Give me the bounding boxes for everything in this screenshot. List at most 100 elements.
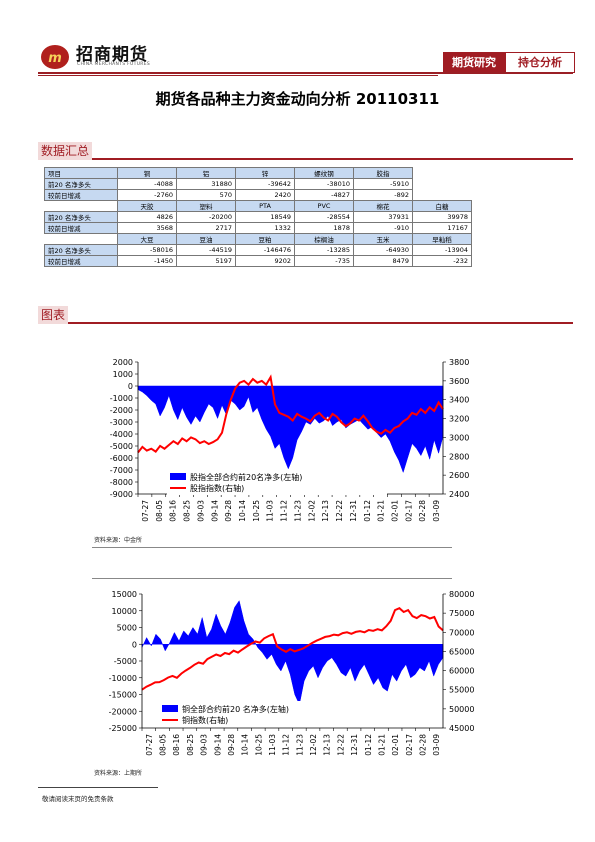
y2-tick-label: 2400 <box>449 490 469 499</box>
logo-icon: m <box>41 45 69 69</box>
y-tick-label: 0 <box>128 382 133 391</box>
legend-box <box>167 469 387 495</box>
x-tick-label: 01-12 <box>363 500 372 522</box>
y2-tick-label: 3200 <box>449 415 469 424</box>
series-area <box>141 600 444 706</box>
section-title: 数据汇总 <box>38 142 93 160</box>
x-tick-label: 12-31 <box>350 734 359 756</box>
row-label: 前20 名净多头 <box>44 178 118 190</box>
row-label: 前20 名净多头 <box>44 244 118 256</box>
table-cell: -64930 <box>353 244 413 256</box>
x-tick-label: 08-05 <box>155 500 164 522</box>
table-header-cell: 棉花 <box>353 200 413 212</box>
x-tick-label: 02-17 <box>405 734 414 756</box>
x-tick-label: 12-22 <box>336 734 345 756</box>
page-title: 期货各品种主力资金动向分析 20110311 <box>155 90 440 108</box>
table-cell: -20200 <box>176 211 236 223</box>
x-tick-label: 11-23 <box>293 500 302 522</box>
y-tick-label: -4000 <box>110 430 133 439</box>
table-cell: -38010 <box>294 178 354 190</box>
table-row: 较前日增减 -1450 5197 9202 -735 8479 -232 <box>44 255 472 267</box>
table-cell: -232 <box>412 255 472 267</box>
table-cell: -910 <box>353 222 413 234</box>
table-cell: -735 <box>294 255 354 267</box>
y-tick-label: -9000 <box>110 490 133 499</box>
table-header-cell: 早籼稻 <box>412 233 472 245</box>
table-cell: 4826 <box>117 211 177 223</box>
series-line <box>141 607 444 691</box>
summary-table: 项目铜铝锌螺纹钢 胶指 前20 名净多头 -4088 31880 -39642 -38010… <box>44 167 472 267</box>
legend-label: 铜指数(右轴) <box>182 715 228 725</box>
table-header-cell: 胶指 <box>353 167 413 179</box>
x-tick-label: 02-17 <box>404 500 413 522</box>
x-tick-label: 12-13 <box>321 500 330 522</box>
table-cell: 18549 <box>235 211 295 223</box>
table-cell: 5197 <box>176 255 236 267</box>
x-tick-label: 08-16 <box>169 500 178 522</box>
table-header-cell: 螺纹钢 <box>294 167 354 179</box>
y-tick-label: -1000 <box>110 394 133 403</box>
x-tick-label: 08-16 <box>172 734 181 756</box>
section-heading-charts: 图表 <box>38 304 573 324</box>
y2-tick-label: 80000 <box>449 590 474 599</box>
table-row: 前20 名净多头 4826 -20200 18549 -28554 37931 39978 <box>44 211 472 223</box>
y2-tick-label: 75000 <box>449 609 474 618</box>
x-tick-label: 02-01 <box>391 734 400 756</box>
table-header-cell: 大豆 <box>117 233 177 245</box>
table-row: 较前日增减 -2760 570 2420 -4827 -892 <box>44 189 472 201</box>
y2-tick-label: 3800 <box>449 358 469 367</box>
row-label: 前20 名净多头 <box>44 211 118 223</box>
table-header-cell: 铝 <box>176 167 236 179</box>
table-cell: -2760 <box>117 189 177 201</box>
x-tick-label: 12-13 <box>323 734 332 756</box>
x-tick-label: 10-14 <box>241 734 250 756</box>
tag-position-analysis: 持仓分析 <box>505 52 575 73</box>
y2-tick-label: 45000 <box>449 724 474 733</box>
x-tick-label: 12-31 <box>349 500 358 522</box>
table-cell: 2717 <box>176 222 236 234</box>
x-tick-label: 11-23 <box>295 734 304 756</box>
table-header-cell: 棕榈油 <box>294 233 354 245</box>
y2-tick-label: 65000 <box>449 647 474 656</box>
x-tick-label: 09-14 <box>210 500 219 522</box>
table-header-cell <box>45 201 118 212</box>
y-tick-label: 15000 <box>112 590 137 599</box>
section-title: 图表 <box>38 306 69 324</box>
y-tick-label: -8000 <box>110 478 133 487</box>
tag-futures-research: 期货研究 <box>443 52 505 73</box>
table-header-cell: 白糖 <box>412 200 472 212</box>
logo-subtext: CHINA MERCHANTS FUTURES <box>77 62 151 67</box>
y2-tick-label: 2600 <box>449 471 469 480</box>
row-label: 较前日增减 <box>44 222 118 234</box>
table-cell: -1450 <box>117 255 177 267</box>
table-header-cell: 锌 <box>235 167 295 179</box>
x-tick-label: 01-21 <box>377 734 386 756</box>
y2-tick-label: 60000 <box>449 667 474 676</box>
y2-tick-label: 70000 <box>449 628 474 637</box>
x-tick-label: 08-25 <box>186 734 195 756</box>
y-tick-label: -25000 <box>109 724 137 733</box>
table-cell: 3568 <box>117 222 177 234</box>
y2-tick-label: 2800 <box>449 452 469 461</box>
table-cell: -13904 <box>412 244 472 256</box>
table-header-cell: 豆油 <box>176 233 236 245</box>
y-tick-label: 1000 <box>113 370 133 379</box>
x-tick-label: 07-27 <box>141 500 150 522</box>
x-tick-label: 09-28 <box>227 734 236 756</box>
x-tick-label: 11-12 <box>282 734 291 756</box>
x-tick-label: 12-02 <box>309 734 318 756</box>
x-tick-label: 10-14 <box>238 500 247 522</box>
table-header-cell: 塑料 <box>176 200 236 212</box>
legend-label: 铜全部合约前20 名净多(左轴) <box>182 704 289 714</box>
x-tick-label: 02-28 <box>418 500 427 522</box>
footer-divider <box>38 787 158 788</box>
x-tick-label: 10-25 <box>252 500 261 522</box>
footer-disclaimer: 敬请阅读末页的免责条款 <box>42 795 114 803</box>
table-header-cell: PVC <box>294 200 354 212</box>
table-cell: -58016 <box>117 244 177 256</box>
x-tick-label: 12-22 <box>335 500 344 522</box>
legend-swatch <box>162 705 178 712</box>
x-tick-label: 12-02 <box>307 500 316 522</box>
y-tick-label: -15000 <box>109 691 137 700</box>
legend-label: 股指全部合约前20名净多(左轴) <box>190 472 302 482</box>
